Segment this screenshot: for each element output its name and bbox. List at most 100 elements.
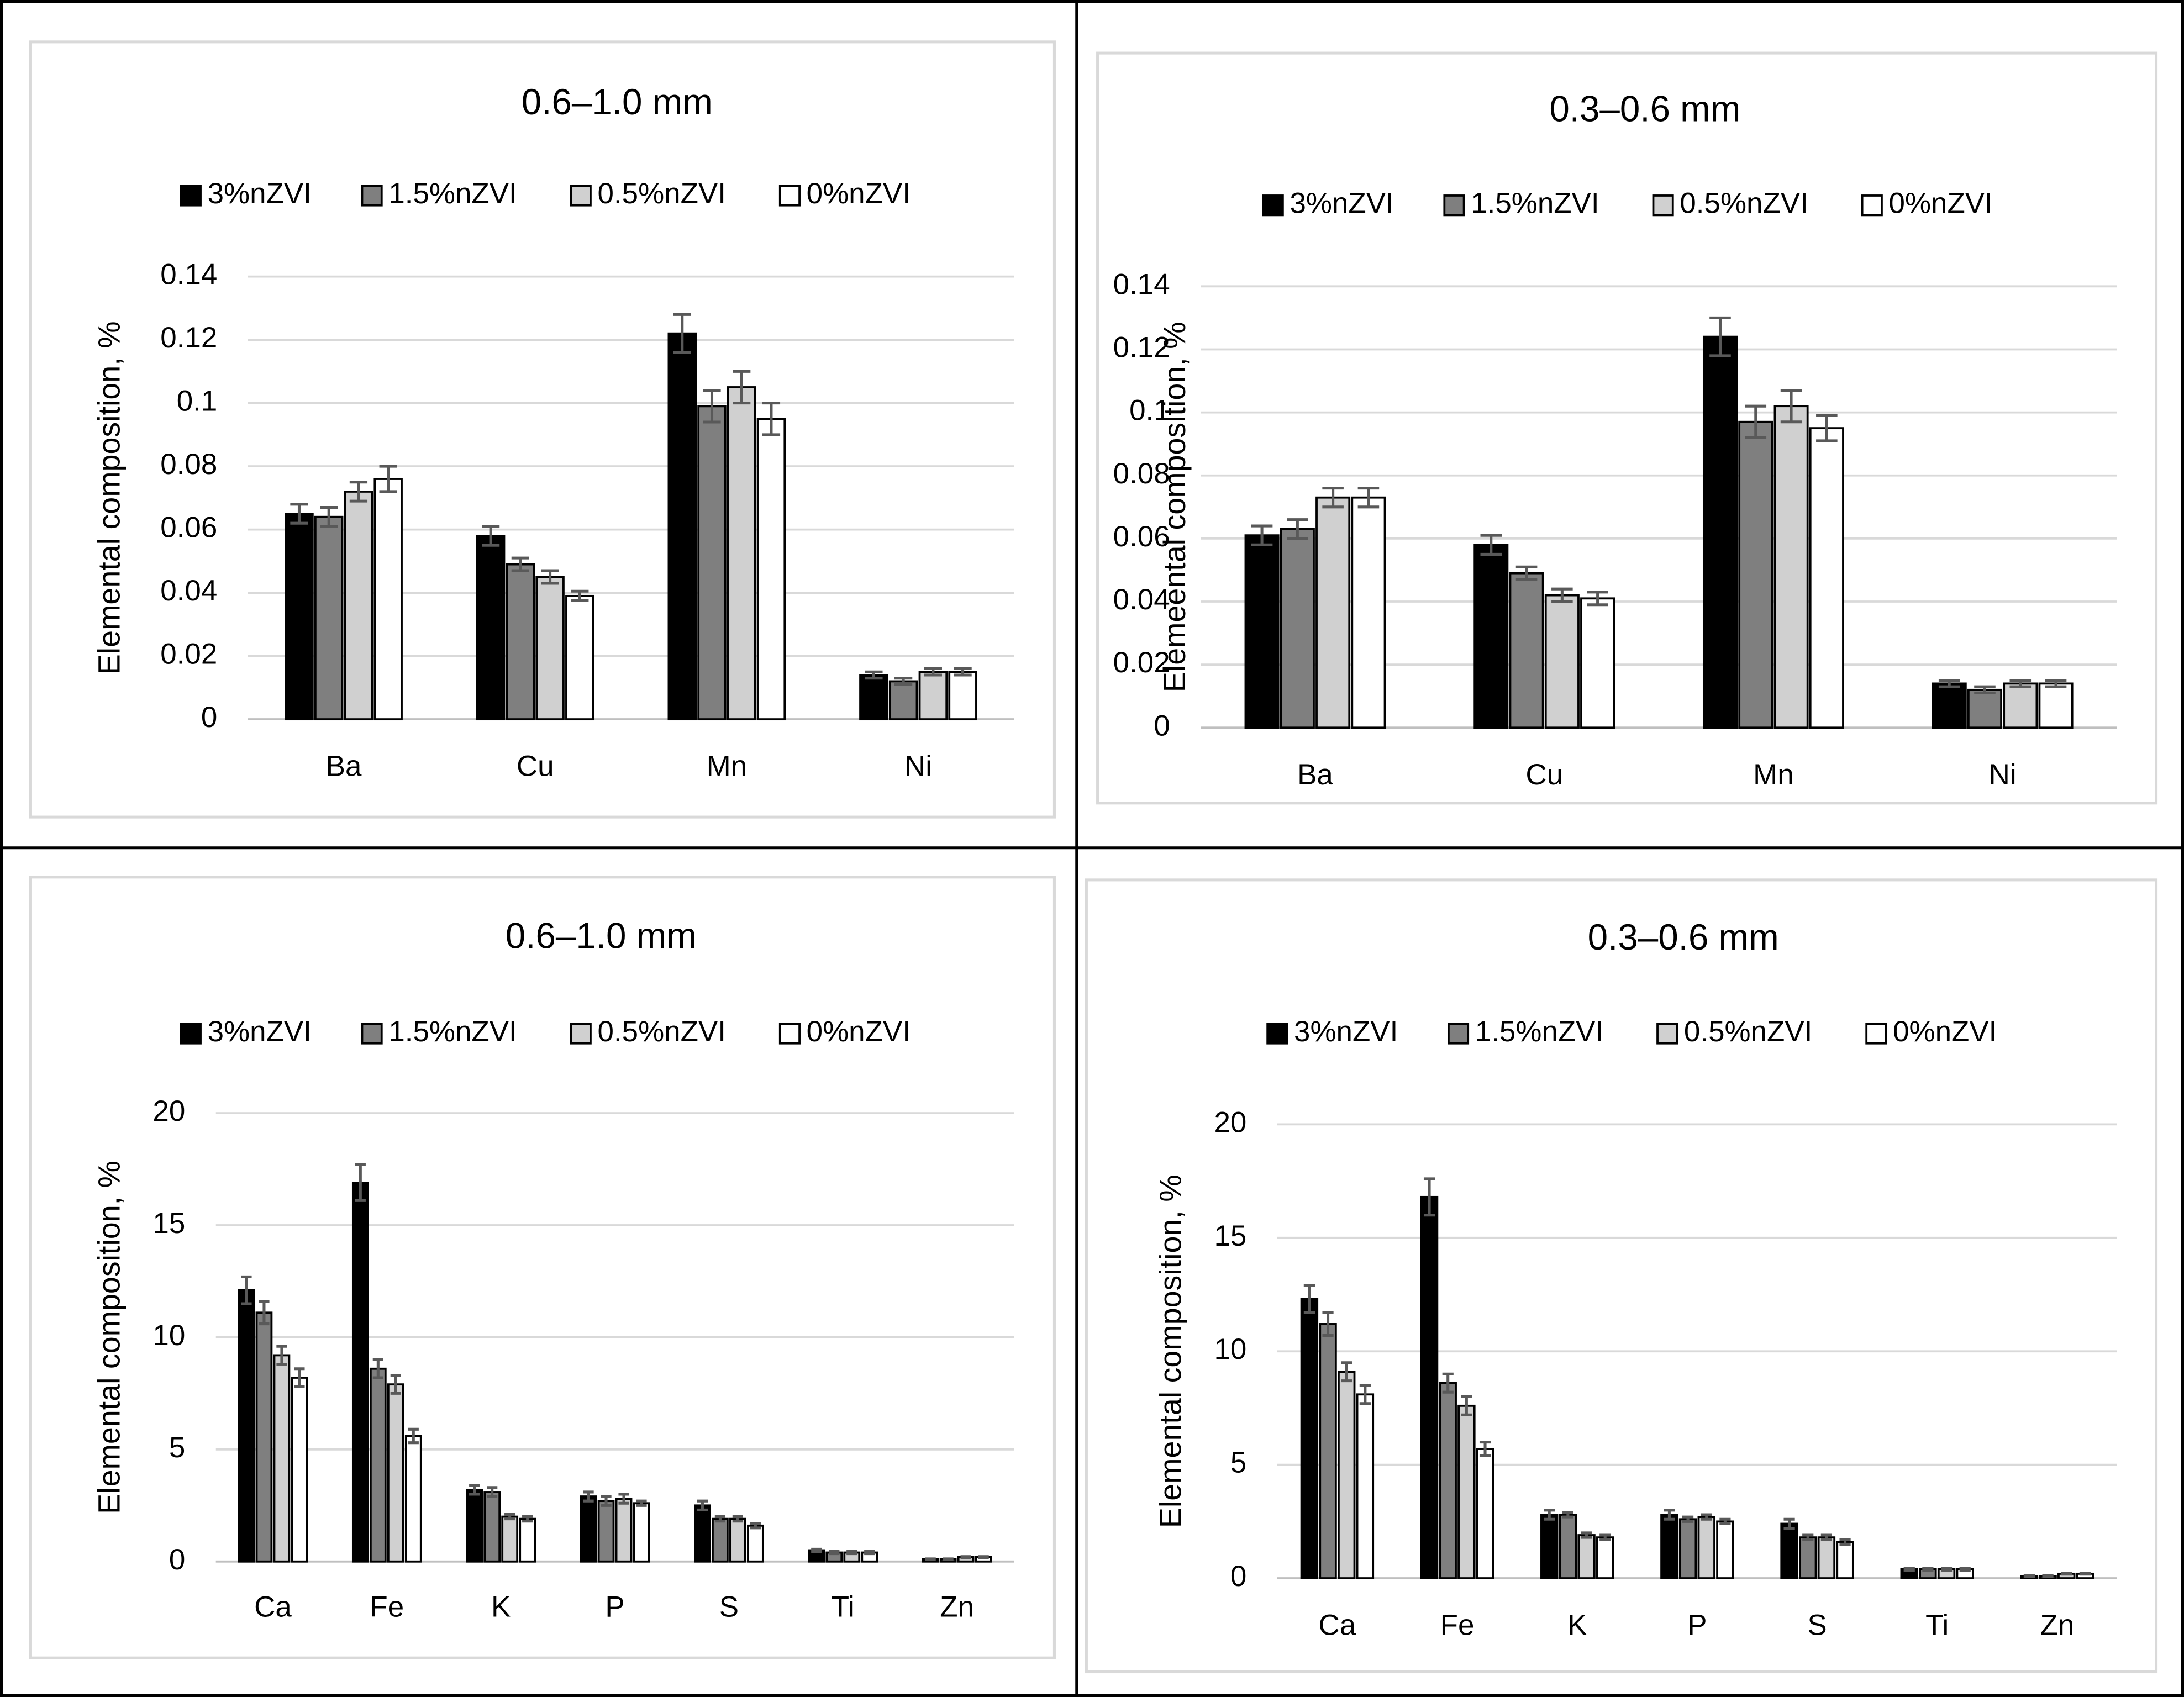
error-bar <box>1701 1513 1712 1521</box>
x-tick-label: Ba <box>1297 758 1333 791</box>
bar <box>1356 1393 1375 1579</box>
error-bar <box>865 670 883 680</box>
y-tick-label: 0.04 <box>160 575 217 607</box>
legend-label: 0%nZVI <box>1889 187 1993 220</box>
bar <box>667 332 697 721</box>
error-bar <box>1461 1395 1472 1416</box>
error-bar <box>1562 1511 1574 1519</box>
legend-swatch <box>1656 1023 1678 1045</box>
bar <box>1817 1536 1836 1579</box>
error-bar <box>481 525 500 547</box>
error-bar <box>1480 534 1502 556</box>
error-bar <box>583 1490 594 1503</box>
legend-swatch <box>778 1023 801 1045</box>
bar <box>387 1383 404 1563</box>
y-tick-label: 0.02 <box>1113 646 1170 679</box>
error-bar <box>1816 414 1838 442</box>
y-axis-label: Elemental composition, % <box>92 1161 126 1514</box>
error-bar <box>618 1493 629 1505</box>
bar <box>501 1515 519 1563</box>
x-tick-label: Ni <box>904 750 932 783</box>
bar <box>597 1500 615 1563</box>
error-bar <box>846 1550 857 1556</box>
x-tick-label: S <box>719 1591 739 1624</box>
error-bar <box>294 1367 305 1388</box>
chart-title: 0.3–0.6 mm <box>1588 917 1779 957</box>
error-bar <box>762 402 781 436</box>
error-bar <box>1544 1509 1555 1521</box>
bar <box>1351 496 1386 729</box>
y-tick-label: 0.12 <box>160 322 217 354</box>
bar <box>291 1377 308 1563</box>
y-tick-label: 0.08 <box>160 448 217 481</box>
error-bar <box>1664 1509 1675 1521</box>
x-tick-label: Ba <box>326 750 362 783</box>
legend-label: 1.5%nZVI <box>1475 1015 1603 1048</box>
error-bar <box>1922 1567 1934 1572</box>
bar <box>466 1488 483 1563</box>
y-tick-label: 15 <box>152 1207 185 1240</box>
y-tick-label: 0.12 <box>1113 331 1170 363</box>
legend-swatch <box>361 1023 383 1045</box>
y-tick-label: 0 <box>1154 709 1170 742</box>
legend-swatch <box>1266 1023 1288 1045</box>
bar <box>255 1311 273 1563</box>
legend-swatch <box>1443 194 1465 217</box>
error-bar <box>2023 1574 2035 1578</box>
error-bar <box>1359 1384 1371 1405</box>
bar <box>1244 534 1280 729</box>
error-bar <box>732 1515 743 1523</box>
error-bar <box>1442 1372 1454 1394</box>
bar <box>1967 688 2003 729</box>
bar <box>1596 1536 1614 1579</box>
y-tick-label: 10 <box>152 1319 185 1352</box>
x-tick-label: Ti <box>832 1591 855 1624</box>
error-bar <box>750 1522 761 1530</box>
error-bar <box>1581 1531 1592 1539</box>
y-tick-label: 0.06 <box>160 512 217 544</box>
bar <box>1473 544 1509 729</box>
legend-swatch <box>1652 194 1674 217</box>
error-bar <box>522 1515 533 1523</box>
error-bar <box>714 1515 726 1523</box>
bar <box>476 535 506 721</box>
error-bar <box>894 677 913 686</box>
y-tick-label: 10 <box>1214 1333 1246 1366</box>
error-bar <box>511 556 529 572</box>
bar <box>1780 1522 1798 1579</box>
legend-swatch <box>1262 194 1284 217</box>
bar <box>519 1517 536 1563</box>
legend-label: 0%nZVI <box>807 1015 911 1048</box>
error-bar <box>1903 1567 1915 1572</box>
y-tick-label: 0.1 <box>177 385 218 418</box>
bar <box>2003 682 2038 729</box>
bar <box>1799 1536 1817 1579</box>
error-bar <box>636 1499 647 1507</box>
error-bar <box>2045 679 2067 688</box>
legend-label: 1.5%nZVI <box>388 177 517 210</box>
bar <box>565 594 594 721</box>
bar <box>1476 1447 1494 1579</box>
bar <box>1338 1371 1356 1579</box>
y-tick-label: 0.04 <box>1113 583 1170 616</box>
x-tick-label: S <box>1807 1609 1827 1642</box>
error-bar <box>1974 685 1996 695</box>
y-axis-label: Elemental composition, % <box>1153 1174 1187 1528</box>
bar <box>1319 1323 1337 1579</box>
x-tick-label: P <box>605 1591 624 1624</box>
bar <box>1559 1514 1577 1579</box>
bar <box>580 1495 597 1563</box>
error-bar <box>1303 1284 1315 1314</box>
bar <box>273 1354 291 1563</box>
error-bar <box>1959 1567 1971 1572</box>
bar <box>756 418 786 721</box>
bar <box>1773 405 1809 729</box>
bar <box>1932 682 1967 729</box>
bar <box>948 671 977 721</box>
error-bar <box>241 1275 252 1305</box>
x-tick-label: Fe <box>1440 1609 1475 1642</box>
bar <box>238 1289 255 1563</box>
x-tick-label: Fe <box>370 1591 404 1624</box>
x-tick-label: Ni <box>1989 758 2017 791</box>
